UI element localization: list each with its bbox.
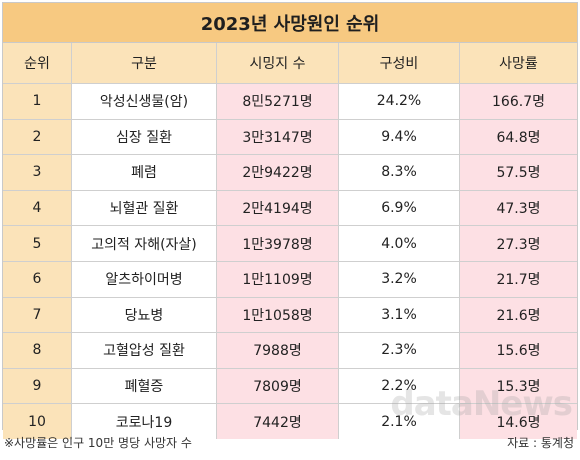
source-note: 자료 : 통계청 <box>507 435 574 450</box>
cell-cause: 당뇨병 <box>71 296 217 334</box>
cell-rank: 5 <box>3 225 72 262</box>
cell-rank: 10 <box>3 403 72 439</box>
cell-deaths: 1만3978명 <box>216 225 339 262</box>
cell-rate: 64.8명 <box>459 118 577 156</box>
cell-cause: 알츠하이머병 <box>71 260 217 298</box>
cell-deaths: 2만9422명 <box>216 154 339 191</box>
cell-rank: 3 <box>3 154 72 191</box>
cell-cause: 심장 질환 <box>71 118 217 156</box>
cell-share: 2.1% <box>338 403 460 439</box>
cell-rank: 4 <box>3 189 72 227</box>
table-row: 5 고의적 자해(자살) 1만3978명 4.0% 27.3명 <box>3 225 577 262</box>
cell-rate: 14.6명 <box>459 403 577 439</box>
footnote: ※사망률은 인구 10만 명당 사망자 수 <box>4 435 192 450</box>
cell-rate: 57.5명 <box>459 154 577 191</box>
cell-cause: 코로나19 <box>71 403 217 439</box>
cell-share: 2.3% <box>338 332 460 369</box>
cell-deaths: 8민5271명 <box>216 83 339 120</box>
header-row: 순위 구분 시밍지 수 구성비 사망률 <box>3 43 577 84</box>
cell-deaths: 1만1109명 <box>216 260 339 298</box>
cell-rate: 15.6명 <box>459 332 577 369</box>
cell-share: 4.0% <box>338 225 460 262</box>
table-row: 7 당뇨병 1만1058명 3.1% 21.6명 <box>3 296 577 334</box>
table-row: 4 뇌혈관 질환 2만4194명 6.9% 47.3명 <box>3 189 577 227</box>
cell-deaths: 7988명 <box>216 332 339 369</box>
header-deaths: 시밍지 수 <box>216 43 339 84</box>
cell-rank: 2 <box>3 118 72 156</box>
footer: ※사망률은 인구 10만 명당 사망자 수 자료 : 통계청 <box>4 432 574 452</box>
cell-share: 3.2% <box>338 260 460 298</box>
table-row: 8 고혈압성 질환 7988명 2.3% 15.6명 <box>3 332 577 369</box>
cell-cause: 폐혈증 <box>71 367 217 405</box>
cell-share: 2.2% <box>338 367 460 405</box>
cell-share: 6.9% <box>338 189 460 227</box>
header-rate: 사망률 <box>459 43 577 84</box>
cell-rate: 15.3명 <box>459 367 577 405</box>
cell-cause: 뇌혈관 질환 <box>71 189 217 227</box>
cell-cause: 폐렴 <box>71 154 217 191</box>
table-row: 10 코로나19 7442명 2.1% 14.6명 <box>3 403 577 439</box>
cell-share: 9.4% <box>338 118 460 156</box>
cell-cause: 고혈압성 질환 <box>71 332 217 369</box>
cell-rate: 21.7명 <box>459 260 577 298</box>
cell-deaths: 1만1058명 <box>216 296 339 334</box>
cell-deaths: 7809명 <box>216 367 339 405</box>
cell-deaths: 3만3147명 <box>216 118 339 156</box>
cell-deaths: 2만4194명 <box>216 189 339 227</box>
cell-rank: 6 <box>3 260 72 298</box>
table-title: 2023년 사망원인 순위 <box>3 3 577 43</box>
table-row: 1 악성신생물(암) 8민5271명 24.2% 166.7명 <box>3 83 577 120</box>
header-share: 구성비 <box>338 43 460 84</box>
cell-rate: 27.3명 <box>459 225 577 262</box>
table-row: 2 심장 질환 3만3147명 9.4% 64.8명 <box>3 118 577 156</box>
cell-rate: 166.7명 <box>459 83 577 120</box>
table-row: 9 폐혈증 7809명 2.2% 15.3명 <box>3 367 577 405</box>
cell-deaths: 7442명 <box>216 403 339 439</box>
cell-share: 8.3% <box>338 154 460 191</box>
cell-share: 24.2% <box>338 83 460 120</box>
cell-cause: 고의적 자해(자살) <box>71 225 217 262</box>
cell-rate: 21.6명 <box>459 296 577 334</box>
death-cause-table: 순위 구분 시밍지 수 구성비 사망률 1 악성신생물(암) 8민5271명 24.2… <box>3 43 577 439</box>
cell-rank: 7 <box>3 296 72 334</box>
table-row: 6 알츠하이머병 1만1109명 3.2% 21.7명 <box>3 260 577 298</box>
cell-rate: 47.3명 <box>459 189 577 227</box>
table-row: 3 폐렴 2만9422명 8.3% 57.5명 <box>3 154 577 191</box>
cell-share: 3.1% <box>338 296 460 334</box>
ranking-table-card: 2023년 사망원인 순위 순위 구분 시밍지 수 구성비 사망률 1 악성신생물… <box>2 2 578 439</box>
header-rank: 순위 <box>3 43 72 84</box>
header-cause: 구분 <box>71 43 217 84</box>
cell-cause: 악성신생물(암) <box>71 83 217 120</box>
cell-rank: 1 <box>3 83 72 120</box>
cell-rank: 8 <box>3 332 72 369</box>
cell-rank: 9 <box>3 367 72 405</box>
